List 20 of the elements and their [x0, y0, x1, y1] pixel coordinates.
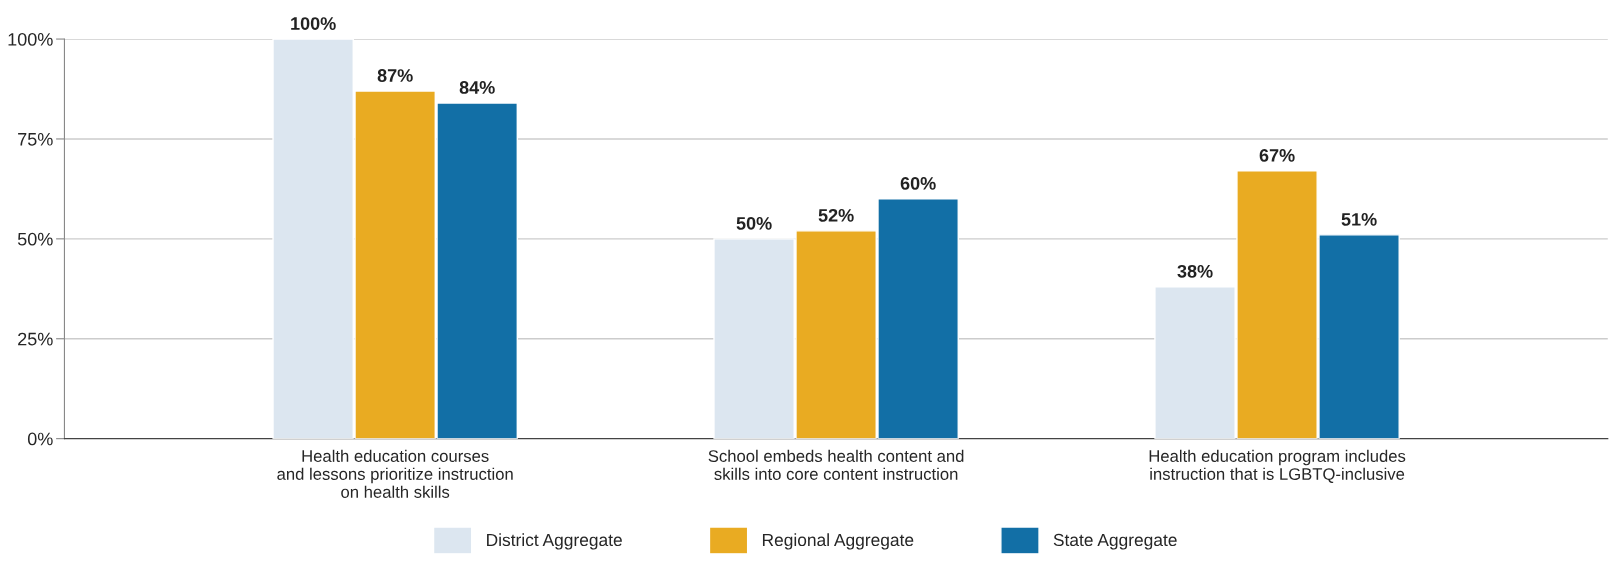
data-label: 38%: [1177, 264, 1213, 278]
data-label: 52%: [818, 208, 854, 222]
data-label: 60%: [900, 176, 936, 190]
data-label: 50%: [736, 216, 772, 230]
data-label: 51%: [1341, 212, 1377, 226]
data-label: 87%: [377, 69, 413, 82]
y-tick-label: 75%: [18, 132, 53, 146]
data-label: 67%: [1259, 149, 1295, 162]
x-tick-label: School embeds health content and skills into core content instruction: [708, 449, 964, 480]
legend-label: State Aggregate: [1053, 533, 1177, 550]
legend-label: Regional Aggregate: [762, 533, 914, 550]
x-tick-label: Health education program includes instruction that is LGBTQ-inclusive: [1149, 449, 1406, 483]
x-tick-label: Health education courses and lessons prioritize instruction on health skills: [277, 449, 513, 498]
y-tick-label: 25%: [18, 332, 53, 346]
y-tick-label: 100%: [8, 32, 53, 46]
data-label: 84%: [459, 81, 495, 94]
y-tick-label: 0%: [27, 432, 53, 446]
y-tick-label: 50%: [17, 232, 53, 246]
data-label: 100%: [291, 17, 336, 30]
legend-label: District Aggregate: [487, 533, 622, 550]
